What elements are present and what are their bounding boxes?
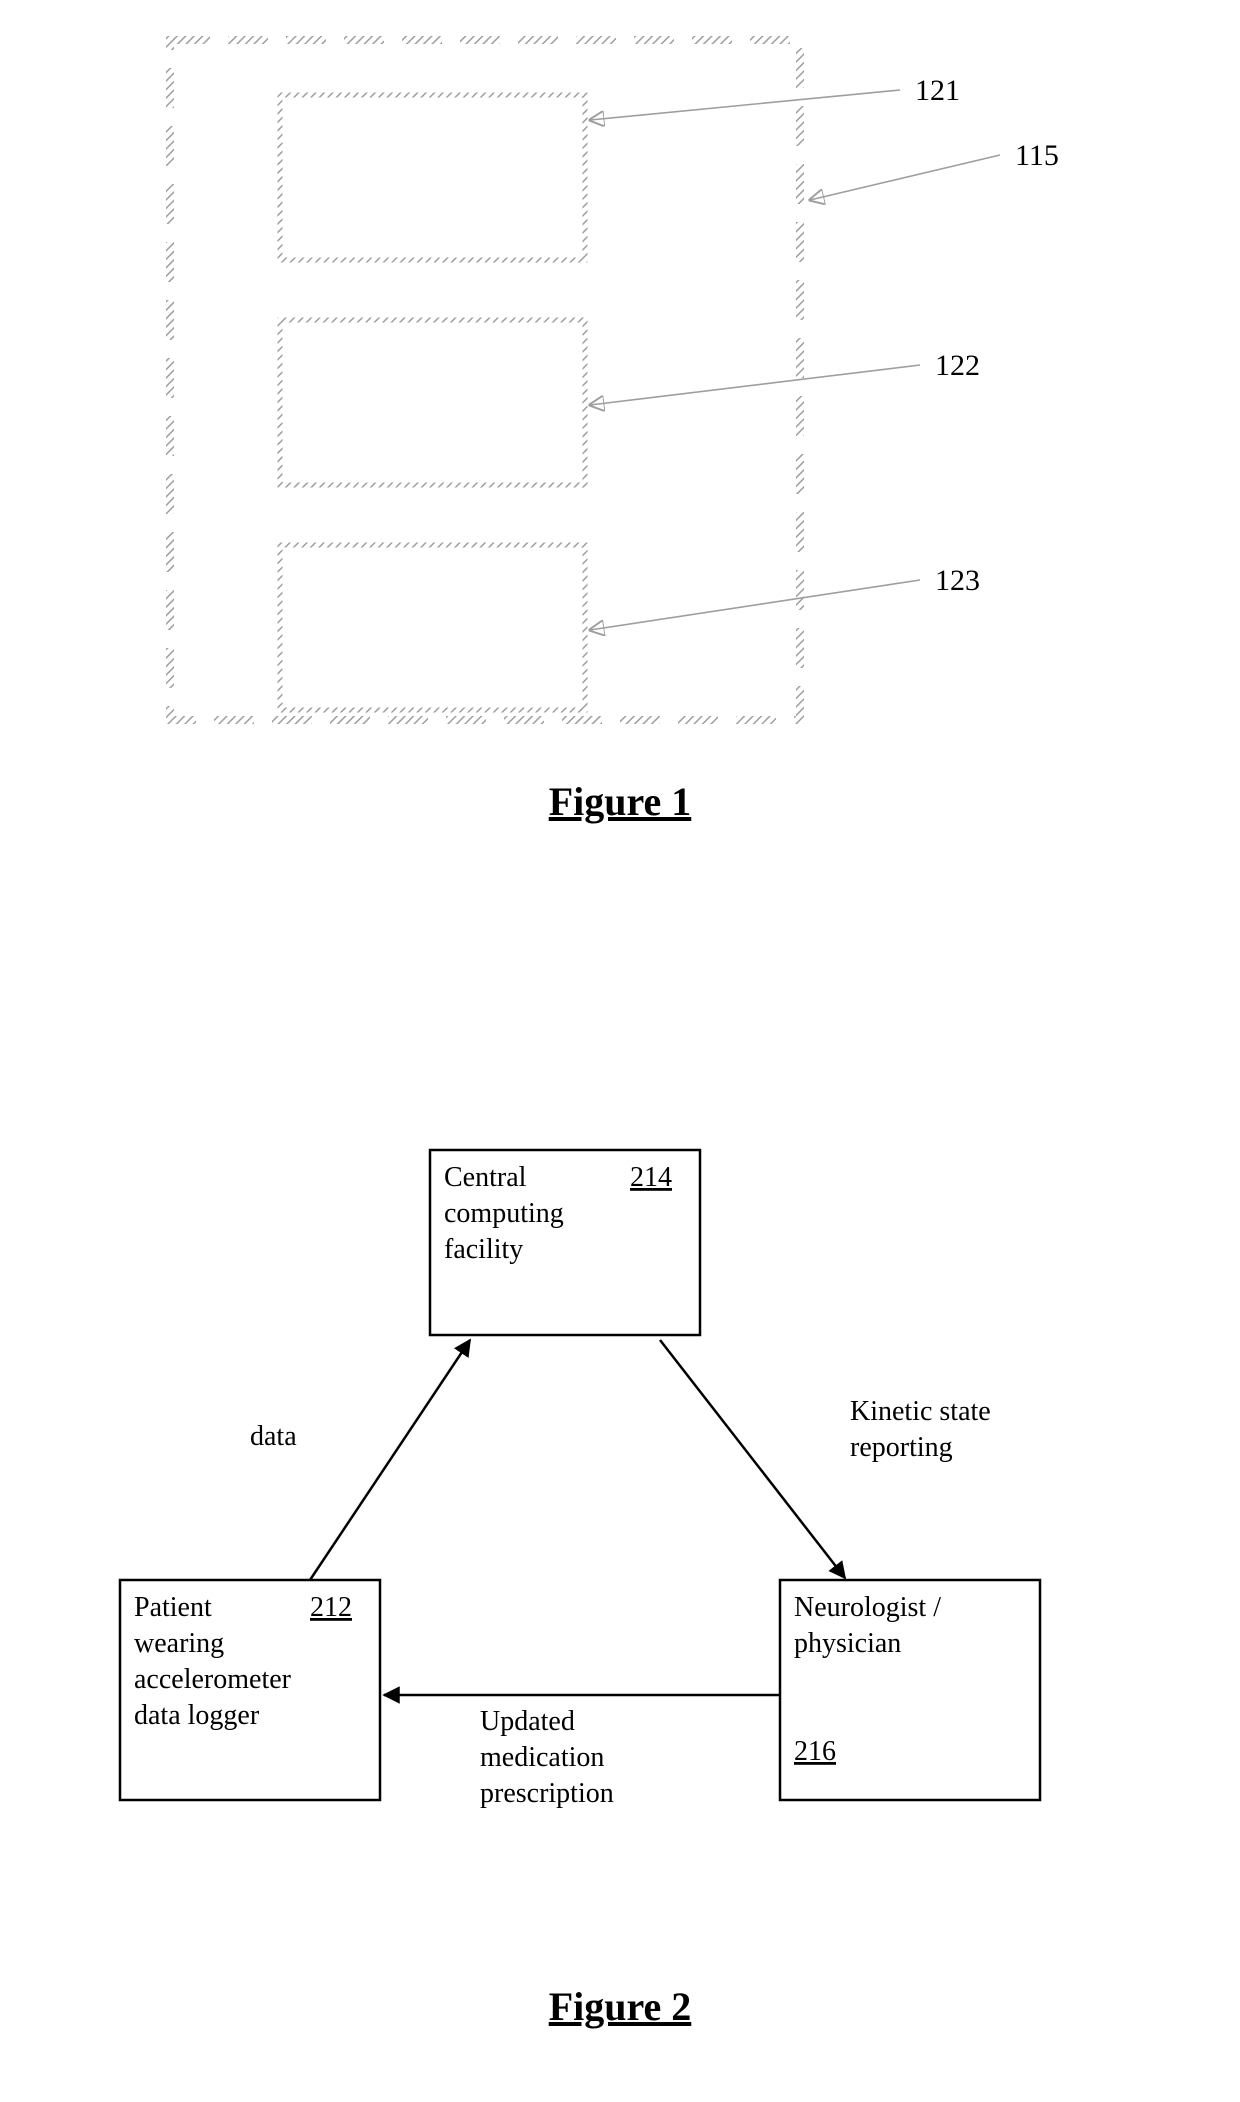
flow-node-label: accelerometer xyxy=(134,1664,292,1695)
callout-label: 123 xyxy=(935,564,980,597)
flow-edge-label: Updated xyxy=(480,1706,575,1737)
callout-leader xyxy=(590,90,900,120)
flow-edge xyxy=(310,1340,470,1580)
flow-edge-label: medication xyxy=(480,1742,604,1773)
flow-edge xyxy=(660,1340,845,1578)
flow-node: Neurologist / physician 216 xyxy=(780,1580,1040,1800)
flow-edge-label: Kinetic state xyxy=(850,1396,991,1427)
figure-1: 121 115 122 123 Figure 1 xyxy=(170,40,1059,824)
flow-node-label: Patient xyxy=(134,1592,212,1623)
fig1-inner-box xyxy=(280,545,585,710)
flow-node-ref: 212 xyxy=(310,1592,352,1623)
flow-node-label: physician xyxy=(794,1628,901,1659)
flow-node-ref: 216 xyxy=(794,1736,836,1767)
callout-leader xyxy=(590,365,920,405)
flow-node-ref: 214 xyxy=(630,1162,672,1193)
flow-node: Central computing facility 214 xyxy=(430,1150,700,1335)
flow-node: Patient wearing accelerometer data logger 21… xyxy=(120,1580,380,1800)
fig1-inner-box xyxy=(280,320,585,485)
figure-2: Central computing facility 214 Patient wearin… xyxy=(120,1150,1040,2029)
flow-edge-label: prescription xyxy=(480,1778,614,1809)
flow-node-label: facility xyxy=(444,1234,523,1265)
flow-edge-label: reporting xyxy=(850,1432,953,1463)
callout-leader xyxy=(590,580,920,630)
flow-edge-label: data xyxy=(250,1421,297,1452)
flow-node-label: Neurologist / xyxy=(794,1592,941,1623)
callout-label: 115 xyxy=(1015,139,1059,172)
figure-1-caption: Figure 1 xyxy=(549,779,692,824)
callout-label: 122 xyxy=(935,349,980,382)
callout-label: 121 xyxy=(915,74,960,107)
callout-leader xyxy=(810,155,1000,200)
flow-node-label: data logger xyxy=(134,1700,260,1731)
flow-node-label: computing xyxy=(444,1198,564,1229)
flow-node-label: wearing xyxy=(134,1628,224,1659)
figure-2-caption: Figure 2 xyxy=(549,1984,692,2029)
fig1-inner-box xyxy=(280,95,585,260)
flow-node-label: Central xyxy=(444,1162,527,1193)
